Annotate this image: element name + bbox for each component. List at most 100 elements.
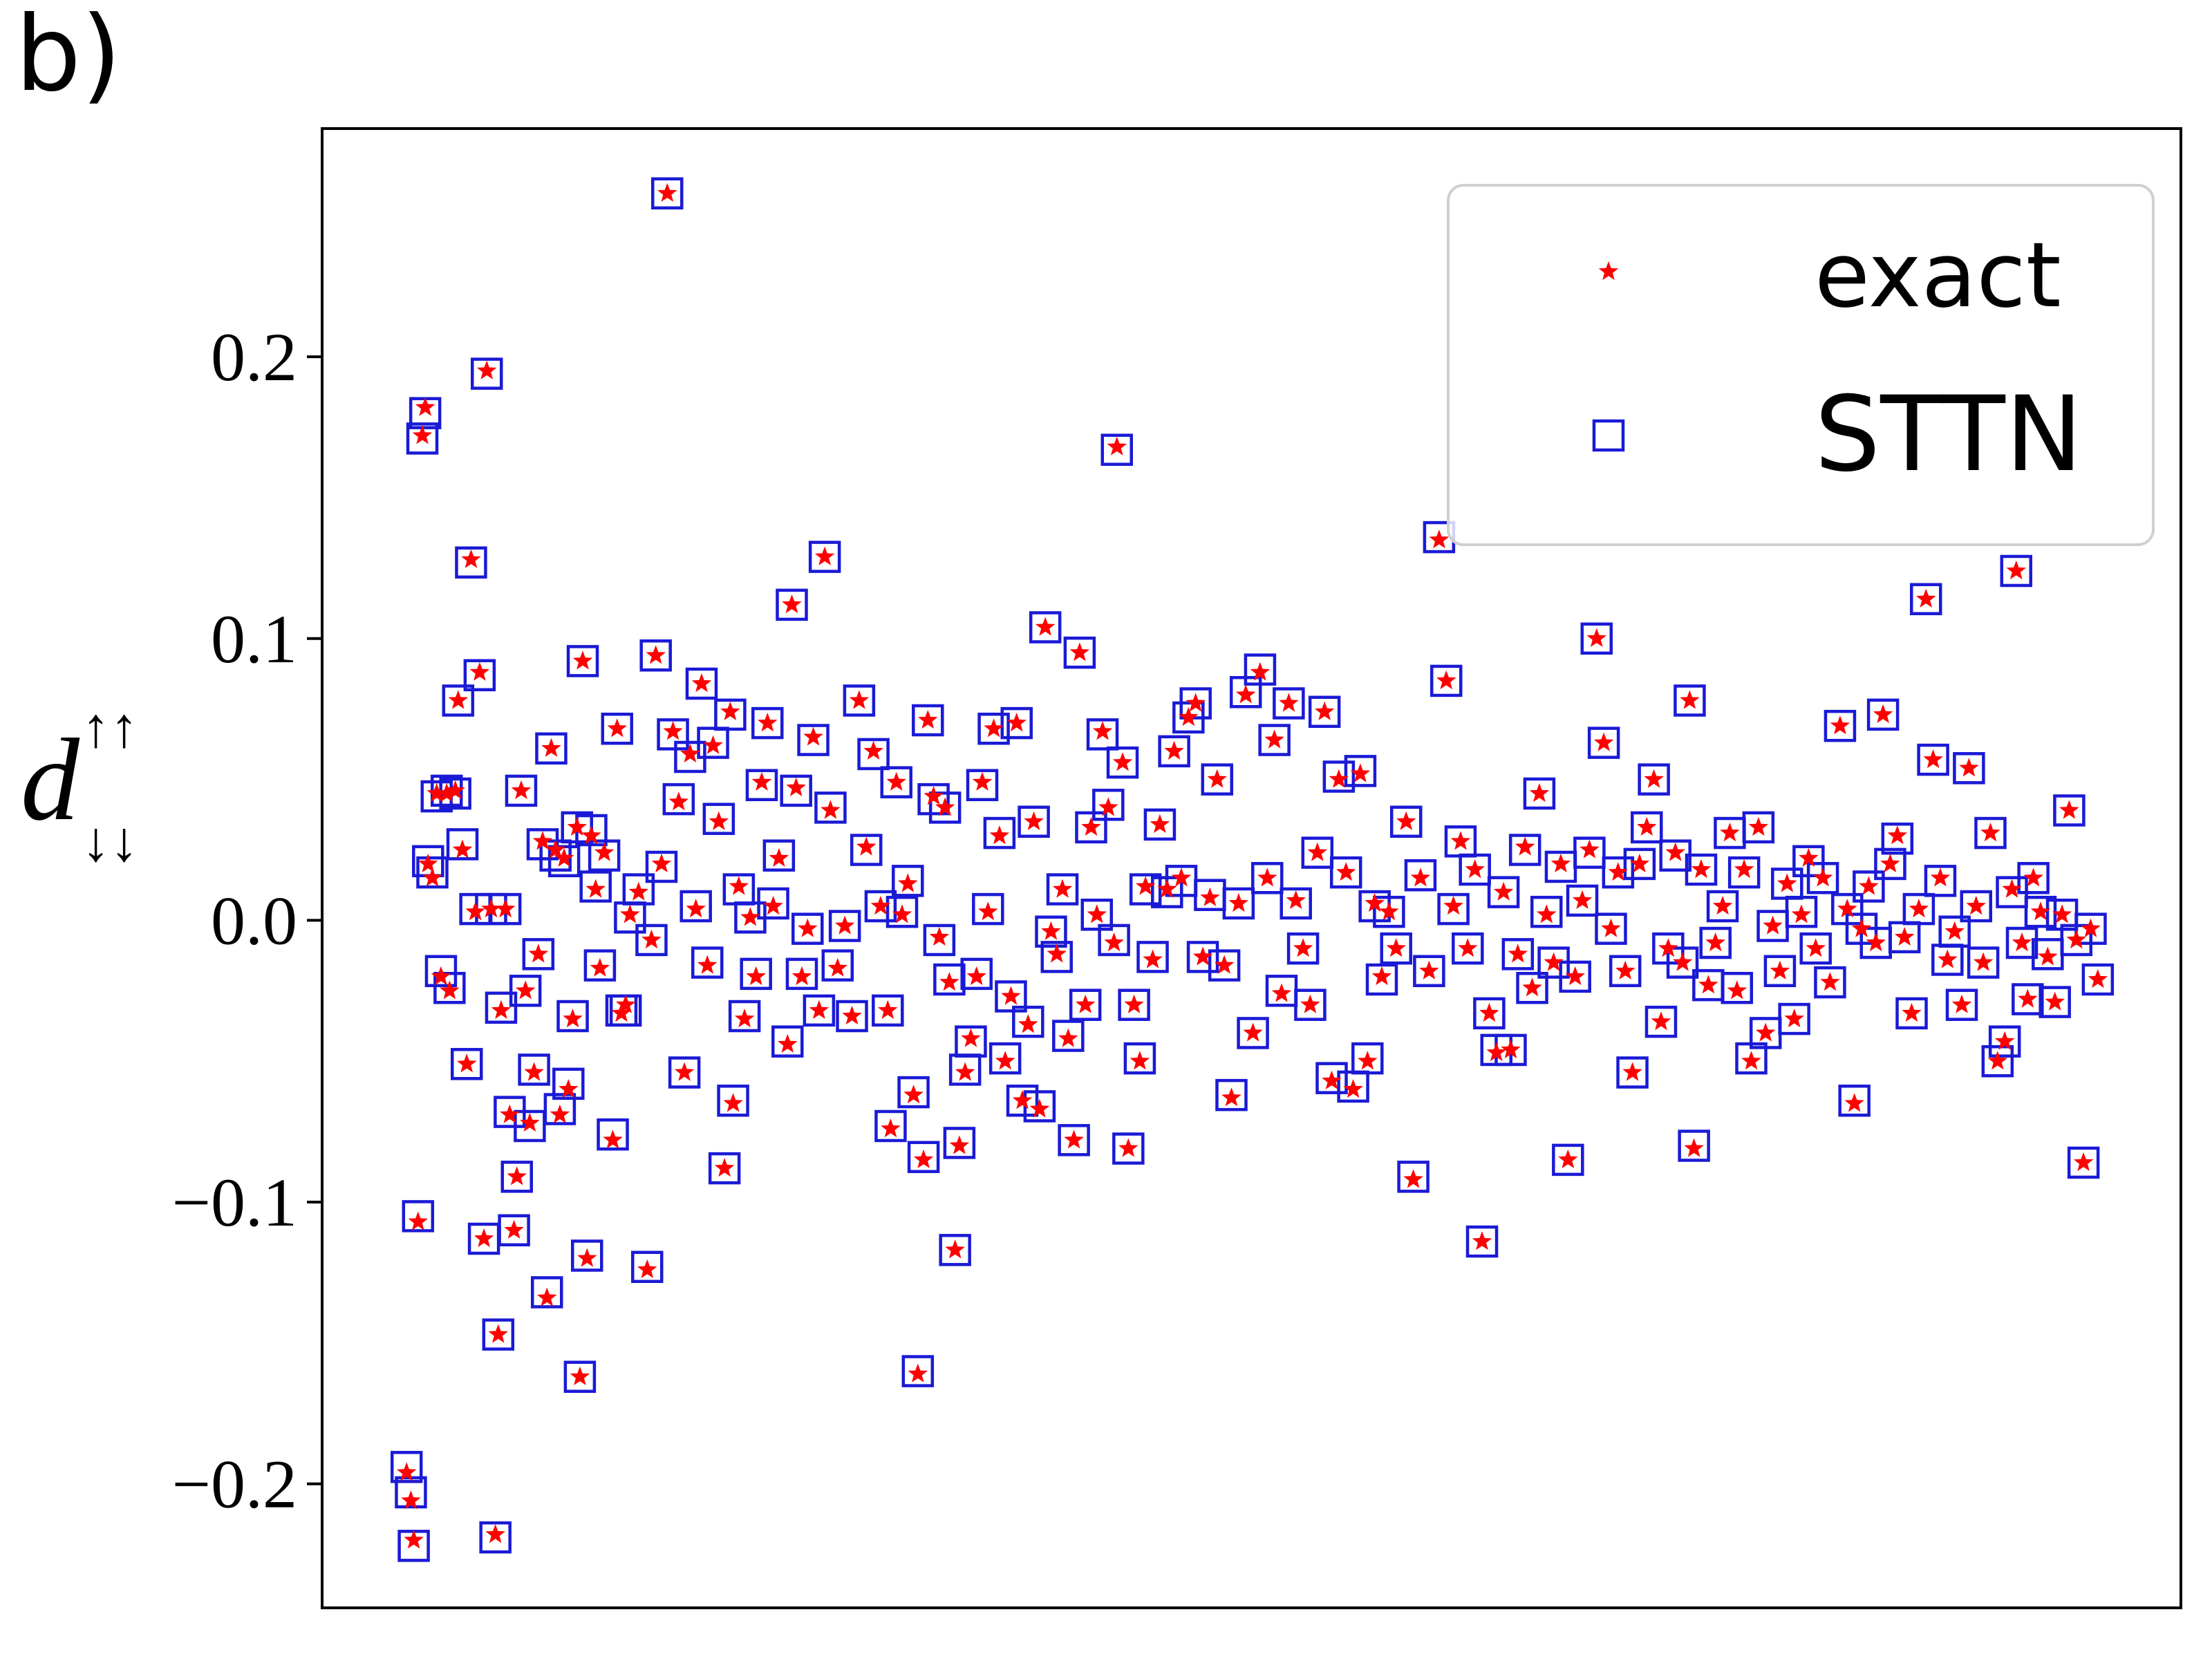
point — [474, 1228, 494, 1248]
point — [1742, 811, 1775, 844]
point — [1909, 899, 1929, 918]
point — [1830, 715, 1850, 735]
point — [1035, 617, 1056, 636]
point — [1924, 865, 1957, 897]
point — [495, 899, 516, 918]
point — [2081, 963, 2115, 996]
point — [892, 865, 924, 897]
point — [762, 839, 796, 872]
point — [431, 966, 451, 986]
point — [637, 1259, 657, 1278]
point — [668, 791, 689, 811]
point — [1493, 881, 1514, 901]
point — [469, 662, 490, 681]
point — [1294, 988, 1327, 1021]
point — [961, 1028, 981, 1047]
point — [515, 980, 536, 1000]
point — [1851, 918, 1872, 937]
point — [1107, 436, 1127, 456]
point — [1075, 994, 1096, 1013]
point — [803, 727, 823, 746]
point — [1894, 926, 1915, 946]
point — [1479, 1002, 1499, 1022]
point — [1631, 811, 1663, 844]
point — [657, 718, 689, 751]
point — [415, 397, 435, 416]
point — [1629, 853, 1650, 872]
point — [1257, 868, 1277, 887]
point — [406, 422, 439, 455]
point — [1413, 955, 1445, 988]
point — [2059, 800, 2079, 819]
point — [1601, 918, 1621, 937]
point — [1443, 896, 1463, 915]
point — [1615, 960, 1635, 980]
point — [1593, 732, 1614, 751]
point — [556, 1000, 589, 1033]
point — [745, 769, 778, 802]
point — [1452, 932, 1484, 965]
point — [864, 890, 897, 923]
point — [1286, 890, 1306, 909]
point — [1651, 1011, 1671, 1031]
point — [863, 740, 883, 760]
point — [880, 766, 912, 798]
y-tick-label: 0.2 — [211, 319, 297, 395]
point — [697, 727, 729, 759]
point — [1087, 904, 1107, 924]
point — [1465, 1225, 1499, 1258]
point — [1994, 1031, 2015, 1050]
point — [522, 938, 555, 971]
point — [577, 1248, 597, 1267]
point — [886, 771, 906, 791]
point — [1222, 887, 1255, 920]
point — [641, 929, 662, 949]
point — [1859, 876, 1879, 895]
point — [554, 847, 574, 867]
point — [491, 1000, 512, 1019]
point — [390, 1450, 423, 1483]
point — [545, 839, 565, 859]
point — [1179, 706, 1199, 727]
point — [1052, 1020, 1085, 1052]
point — [2030, 901, 2051, 921]
point — [2045, 991, 2065, 1011]
point — [881, 1118, 901, 1138]
point — [1853, 870, 1885, 903]
point — [603, 1130, 623, 1149]
point — [1380, 932, 1412, 965]
point — [1741, 1051, 1761, 1070]
point — [1806, 938, 1826, 957]
point — [1098, 797, 1118, 816]
point — [1727, 856, 1761, 889]
point — [1150, 814, 1170, 833]
point — [978, 901, 998, 921]
point — [1887, 825, 1908, 845]
point — [885, 895, 919, 928]
point — [1429, 529, 1450, 549]
point — [1158, 735, 1190, 768]
point — [509, 975, 542, 1007]
point — [1058, 1124, 1090, 1156]
point — [972, 892, 1004, 926]
point — [2074, 912, 2107, 945]
point — [791, 966, 812, 986]
point — [452, 839, 473, 859]
point — [1727, 980, 1747, 1000]
point — [579, 870, 612, 903]
point — [923, 924, 956, 957]
point — [1587, 727, 1620, 759]
point — [1092, 721, 1113, 740]
point — [1000, 706, 1033, 740]
point — [685, 667, 718, 700]
point — [2005, 926, 2038, 959]
point — [1756, 1022, 1776, 1042]
point — [729, 876, 749, 895]
point — [1644, 1005, 1678, 1038]
point — [524, 1062, 544, 1081]
point — [918, 710, 938, 729]
point — [1672, 952, 1693, 971]
point — [594, 842, 615, 861]
point — [631, 1250, 664, 1284]
point — [2038, 946, 2058, 966]
